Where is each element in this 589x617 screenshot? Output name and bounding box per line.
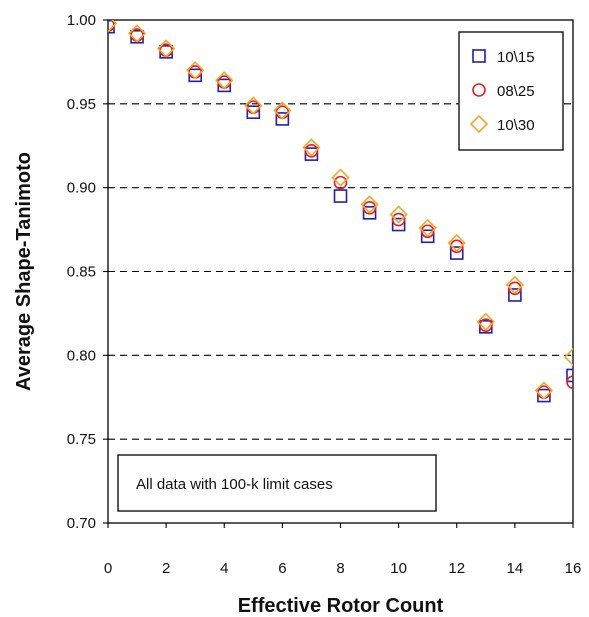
point-circle [333,175,348,190]
point-diamond [127,24,147,43]
point-circle [449,239,464,254]
point-square [420,229,435,244]
x-tick-label: 2 [162,560,170,577]
legend-label: 08\25 [497,83,535,100]
point-square [391,217,406,232]
x-tick-label: 6 [278,560,286,577]
point-square [333,189,348,203]
x-tick-label: 16 [565,560,582,577]
x-tick-label: 0 [104,560,112,577]
point-diamond [302,138,321,157]
point-diamond [244,96,263,115]
legend-marker-square [472,49,486,63]
point-circle [246,100,261,114]
annotation-text: All data with 100-k limit cases [136,476,333,493]
point-circle [508,281,522,296]
annotation-frame [117,454,437,512]
point-diamond [273,101,292,120]
point-square [246,105,261,120]
legend-marker-circle [472,83,486,97]
y-tick-label: 0.75 [67,431,96,448]
point-circle [420,224,435,239]
point-diamond [418,218,437,238]
point-square [188,68,202,83]
point-square [537,388,551,403]
x-tick-label: 10 [390,560,407,577]
x-tick-label: 14 [507,560,524,577]
point-circle [391,212,406,227]
y-tick-label: 1.00 [67,12,96,29]
point-diamond [186,61,205,80]
y-tick-label: 0.85 [67,264,96,281]
point-diamond [360,195,379,214]
x-axis-title: Effective Rotor Count [238,595,444,617]
annotation-box: All data with 100-k limit cases [117,454,437,512]
point-square [304,147,319,161]
point-diamond [447,233,466,253]
point-diamond [156,39,176,58]
point-square [275,112,290,126]
point-circle [304,143,319,158]
legend: 10\15 08\25 10\30 [458,31,564,151]
legend-label: 10\15 [497,49,535,66]
data-points [108,20,573,403]
point-square [449,246,464,260]
axis-ticks: 0.70 0.75 0.80 0.85 0.90 0.95 1.00 0 2 4 6 8 10 12 14 1… [67,12,582,577]
gridlines [108,103,573,440]
legend-marker-diamond [469,114,489,134]
point-diamond [563,347,573,367]
point-circle [566,375,573,389]
point-square [508,288,522,302]
point-diamond [215,71,234,90]
x-tick-label: 4 [220,560,228,577]
y-tick-label: 0.80 [67,347,96,364]
point-diamond [108,20,118,33]
point-circle [479,318,493,332]
point-square [566,368,573,383]
y-tick-label: 0.70 [67,515,96,532]
y-tick-label: 0.95 [67,96,96,113]
y-tick-label: 0.90 [67,180,96,197]
point-diamond [389,205,408,224]
point-diamond [476,312,495,331]
x-tick-label: 12 [448,560,465,577]
point-circle [362,200,377,215]
point-diamond [505,275,525,295]
point-diamond [534,381,554,400]
point-square [217,78,232,93]
point-circle [537,385,551,400]
point-circle [217,75,232,89]
point-diamond [331,168,350,187]
x-tick-label: 8 [336,560,344,577]
y-axis-title: Average Shape-Tanimoto [13,152,35,391]
point-square [362,206,377,220]
legend-label: 10\30 [497,117,535,134]
point-circle [188,65,202,79]
